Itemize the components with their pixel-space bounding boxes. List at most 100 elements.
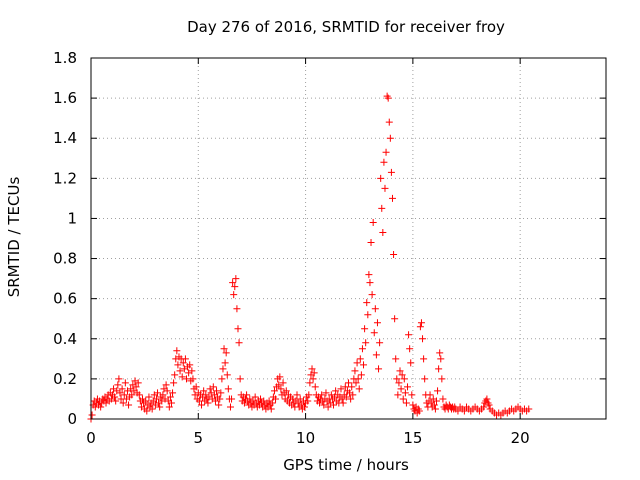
data-point <box>365 271 373 279</box>
data-point <box>223 371 231 379</box>
data-point <box>338 395 346 403</box>
data-point <box>304 397 312 405</box>
data-point <box>356 355 364 363</box>
y-tick-label: 0.2 <box>53 370 77 388</box>
plot-frame <box>90 57 607 420</box>
data-point <box>337 385 345 393</box>
data-point <box>347 395 355 403</box>
data-point <box>395 379 403 387</box>
data-point <box>179 359 187 367</box>
y-tick-label: 1.6 <box>53 89 77 107</box>
data-point <box>192 383 200 391</box>
data-point <box>362 339 370 347</box>
data-point <box>232 275 240 283</box>
data-point <box>369 218 377 226</box>
data-point <box>143 407 151 415</box>
data-point <box>454 407 462 415</box>
data-point <box>211 397 219 405</box>
data-point <box>396 367 404 375</box>
data-point <box>351 367 359 375</box>
data-point <box>355 385 363 393</box>
data-point <box>305 391 313 399</box>
data-point <box>320 401 328 409</box>
y-axis-ticks: 0 0.2 0.4 0.6 0.8 1 1.2 1.4 1.6 1.8 <box>53 49 606 428</box>
data-point <box>363 299 371 307</box>
data-point <box>384 94 392 102</box>
data-point <box>142 397 150 405</box>
data-point <box>166 393 174 401</box>
data-point <box>270 387 278 395</box>
data-point <box>200 387 208 395</box>
data-point <box>114 381 122 389</box>
data-point <box>371 305 379 313</box>
data-point <box>276 373 284 381</box>
data-point <box>370 329 378 337</box>
x-tick-label: 15 <box>403 429 422 447</box>
data-point <box>163 387 171 395</box>
chart-title: Day 276 of 2016, SRMTID for receiver fro… <box>187 18 505 36</box>
data-point <box>188 367 196 375</box>
data-point <box>222 349 230 357</box>
data-point <box>228 395 236 403</box>
data-point <box>394 391 402 399</box>
data-point <box>392 355 400 363</box>
data-point <box>220 345 228 353</box>
data-point <box>162 381 170 389</box>
data-point <box>243 391 251 399</box>
data-point <box>426 391 434 399</box>
data-point <box>275 381 283 389</box>
data-point <box>348 383 356 391</box>
x-axis-label: GPS time / hours <box>283 456 409 474</box>
data-point <box>438 375 446 383</box>
data-point <box>332 387 340 395</box>
y-tick-label: 1.2 <box>53 169 77 187</box>
data-point <box>419 335 427 343</box>
data-point <box>233 305 241 313</box>
data-point <box>217 389 225 397</box>
data-point <box>373 319 381 327</box>
data-point <box>120 391 128 399</box>
data-point <box>354 375 362 383</box>
data-point <box>218 375 226 383</box>
data-point <box>221 359 229 367</box>
data-point <box>97 403 105 411</box>
data-point <box>375 365 383 373</box>
data-point <box>229 279 237 287</box>
data-point <box>219 365 227 373</box>
y-tick-label: 1.4 <box>53 129 77 147</box>
data-point <box>381 184 389 192</box>
y-tick-label: 0.6 <box>53 290 77 308</box>
data-point <box>364 311 372 319</box>
data-point <box>159 391 167 399</box>
data-point <box>231 283 239 291</box>
data-point <box>178 373 186 381</box>
data-point <box>293 391 301 399</box>
data-point <box>156 403 164 411</box>
data-point <box>272 395 280 403</box>
data-point <box>366 279 374 287</box>
data-point <box>186 361 194 369</box>
data-point <box>135 391 143 399</box>
data-point <box>204 399 212 407</box>
data-point <box>420 355 428 363</box>
data-point <box>311 383 319 391</box>
data-point <box>209 383 217 391</box>
data-point <box>480 403 488 411</box>
x-tick-label: 0 <box>86 429 96 447</box>
data-point <box>119 399 127 407</box>
data-point <box>345 379 352 387</box>
data-point <box>182 375 190 383</box>
data-point <box>282 387 290 395</box>
data-point <box>436 349 444 357</box>
data-point <box>170 379 178 387</box>
data-point <box>387 168 395 176</box>
data-point <box>236 375 244 383</box>
data-point <box>382 148 390 156</box>
data-point <box>277 385 285 393</box>
data-point <box>391 315 399 323</box>
data-point <box>379 228 387 236</box>
data-point <box>437 355 445 363</box>
data-point <box>342 393 350 401</box>
data-point <box>421 375 429 383</box>
data-point <box>390 251 398 259</box>
